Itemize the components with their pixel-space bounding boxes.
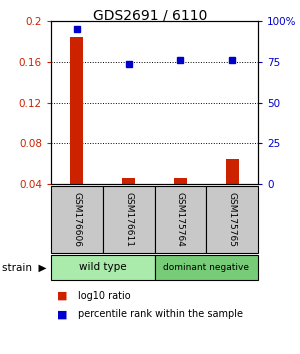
Bar [70, 36, 83, 184]
Bar [122, 178, 135, 184]
Bar [51, 255, 154, 280]
Text: percentile rank within the sample: percentile rank within the sample [78, 309, 243, 319]
Text: ■: ■ [57, 309, 68, 319]
Text: GSM176611: GSM176611 [124, 192, 133, 247]
Bar [51, 186, 103, 253]
Text: dominant negative: dominant negative [163, 263, 249, 272]
Bar [154, 186, 206, 253]
Text: log10 ratio: log10 ratio [78, 291, 130, 301]
Bar [174, 178, 187, 184]
Text: ■: ■ [57, 291, 68, 301]
Text: wild type: wild type [79, 262, 127, 272]
Text: strain  ▶: strain ▶ [2, 262, 46, 272]
Bar [103, 186, 154, 253]
Bar [206, 186, 258, 253]
Text: GSM175765: GSM175765 [228, 192, 237, 247]
Text: GSM175764: GSM175764 [176, 192, 185, 247]
Text: GDS2691 / 6110: GDS2691 / 6110 [93, 9, 207, 23]
Bar [154, 255, 258, 280]
Text: GSM176606: GSM176606 [72, 192, 81, 247]
Bar [226, 159, 238, 184]
